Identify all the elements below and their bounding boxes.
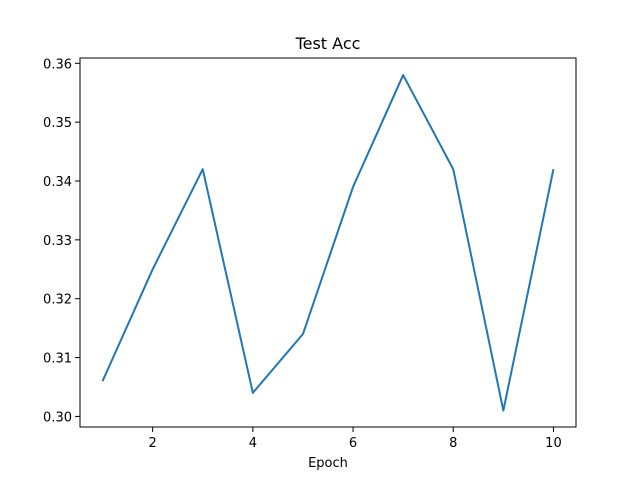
x-tick-label: 10 — [545, 436, 562, 451]
x-tick-label: 8 — [449, 436, 457, 451]
chart-title: Test Acc — [295, 34, 361, 53]
y-tick-label: 0.36 — [43, 57, 72, 72]
axes-frame — [79, 57, 577, 428]
x-tick-label: 6 — [349, 436, 357, 451]
x-axis-title: Epoch — [308, 456, 348, 471]
series-line — [101, 74, 555, 412]
x-tick-label: 4 — [249, 436, 257, 451]
y-tick-label: 0.30 — [43, 410, 72, 425]
y-tick-label: 0.33 — [43, 234, 72, 249]
plot-area: 2 4 6 8 10 0.30 0.31 0.32 0.33 0.34 0.35 0.36 — [43, 57, 577, 451]
y-tick-label: 0.35 — [43, 116, 72, 131]
x-tick-label: 2 — [149, 436, 157, 451]
y-tick-label: 0.32 — [43, 293, 72, 308]
y-tick-label: 0.34 — [43, 175, 72, 190]
y-tick-label: 0.31 — [43, 352, 72, 367]
